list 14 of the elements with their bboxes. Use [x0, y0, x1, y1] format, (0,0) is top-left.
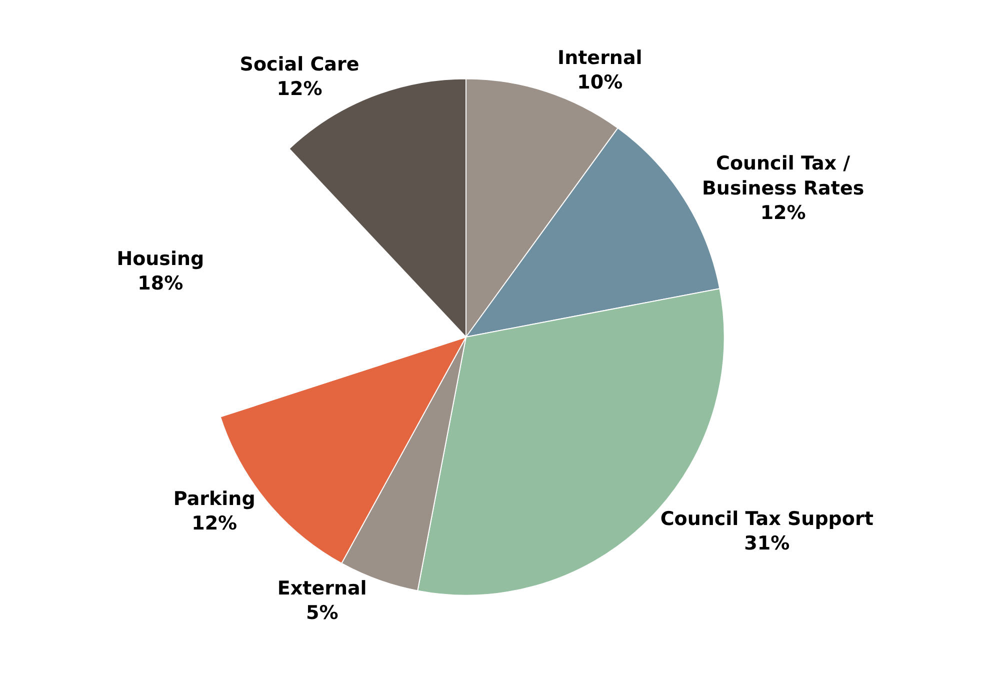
- data-label: 5%: [306, 602, 338, 624]
- slice-label: Parking: [173, 488, 256, 510]
- slice-label: Council Tax / Business Rates: [702, 152, 864, 200]
- slice-label: Council Tax Support: [660, 508, 874, 530]
- data-label: 31%: [744, 532, 790, 555]
- slice-label: Housing: [116, 248, 204, 270]
- data-label: 12%: [192, 512, 238, 534]
- slice-label: Social Care: [240, 53, 360, 76]
- data-label: 12%: [276, 78, 322, 100]
- data-label: 18%: [138, 272, 184, 295]
- slice-label: External: [277, 577, 367, 600]
- data-label: 10%: [577, 72, 623, 94]
- data-label: 12%: [760, 202, 806, 224]
- slice-label: Internal: [557, 46, 642, 69]
